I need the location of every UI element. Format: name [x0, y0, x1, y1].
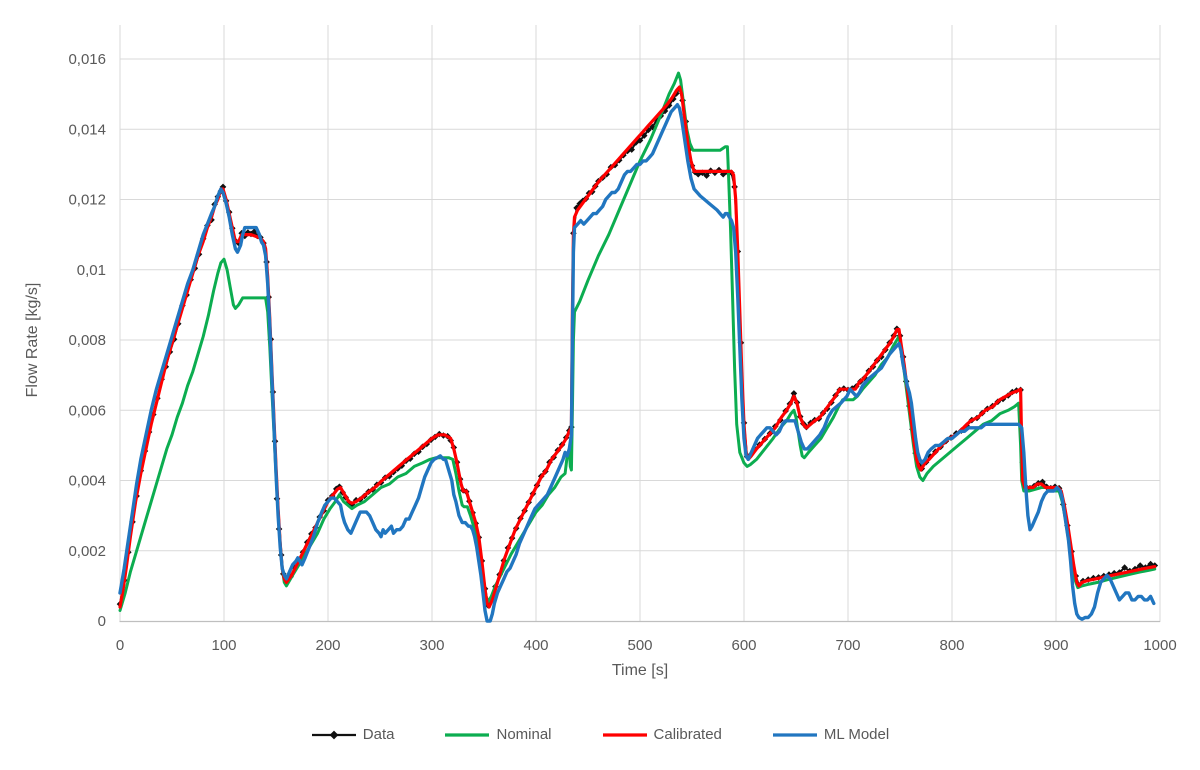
- y-tick-label: 0,01: [77, 262, 106, 279]
- legend-swatch-nominal: [445, 732, 490, 737]
- x-tick-label: 100: [211, 637, 236, 654]
- series-line-ml-model: [118, 102, 1156, 623]
- legend-label-calibrated: Calibrated: [653, 726, 722, 743]
- x-tick-label: 600: [731, 637, 756, 654]
- y-tick-label: 0,016: [68, 51, 106, 68]
- legend-swatch-calibrated: [602, 732, 647, 737]
- x-tick-label: 200: [315, 637, 340, 654]
- y-tick-label: 0,008: [68, 332, 106, 349]
- gridlines: [120, 25, 1161, 622]
- y-tick-label: 0,006: [68, 402, 106, 419]
- y-tick-label: 0,014: [68, 121, 106, 138]
- legend-marker-diamond: [329, 730, 339, 739]
- x-tick-label: 700: [835, 637, 860, 654]
- x-tick-label: 800: [939, 637, 964, 654]
- y-tick-label: 0,004: [68, 473, 106, 490]
- legend-item-nominal: Nominal: [444, 726, 552, 743]
- x-tick-label: 500: [627, 637, 652, 654]
- series: [116, 71, 1159, 623]
- tick-labels: 0 100 200 300 400 500 600 700 800 900 1000 0 0,002 0,…: [68, 51, 1176, 654]
- x-axis-title: Time [s]: [611, 662, 669, 679]
- legend-label-nominal: Nominal: [496, 726, 552, 743]
- legend-label-data: Data: [362, 726, 395, 743]
- y-tick-label: 0,012: [68, 192, 106, 209]
- axes: [119, 25, 1160, 623]
- legend: Data Nominal Calibrated ML Model: [0, 726, 1200, 743]
- x-tick-label: 400: [523, 637, 548, 654]
- y-tick-label: 0,002: [68, 543, 106, 560]
- y-axis-title: Flow Rate [kg/s]: [24, 282, 41, 398]
- legend-swatch-ml-model: [772, 732, 817, 737]
- x-tick-label: 1000: [1143, 637, 1176, 654]
- legend-item-calibrated: Calibrated: [602, 726, 722, 743]
- legend-item-data: Data: [311, 726, 395, 743]
- legend-swatch-data: [311, 730, 356, 739]
- legend-item-ml-model: ML Model: [772, 726, 889, 743]
- y-tick-label: 0: [98, 613, 106, 630]
- x-tick-label: 300: [419, 637, 444, 654]
- series-line-nominal: [118, 71, 1157, 612]
- x-tick-label: 900: [1043, 637, 1068, 654]
- x-tick-label: 0: [116, 637, 124, 654]
- legend-label-ml-model: ML Model: [823, 726, 890, 743]
